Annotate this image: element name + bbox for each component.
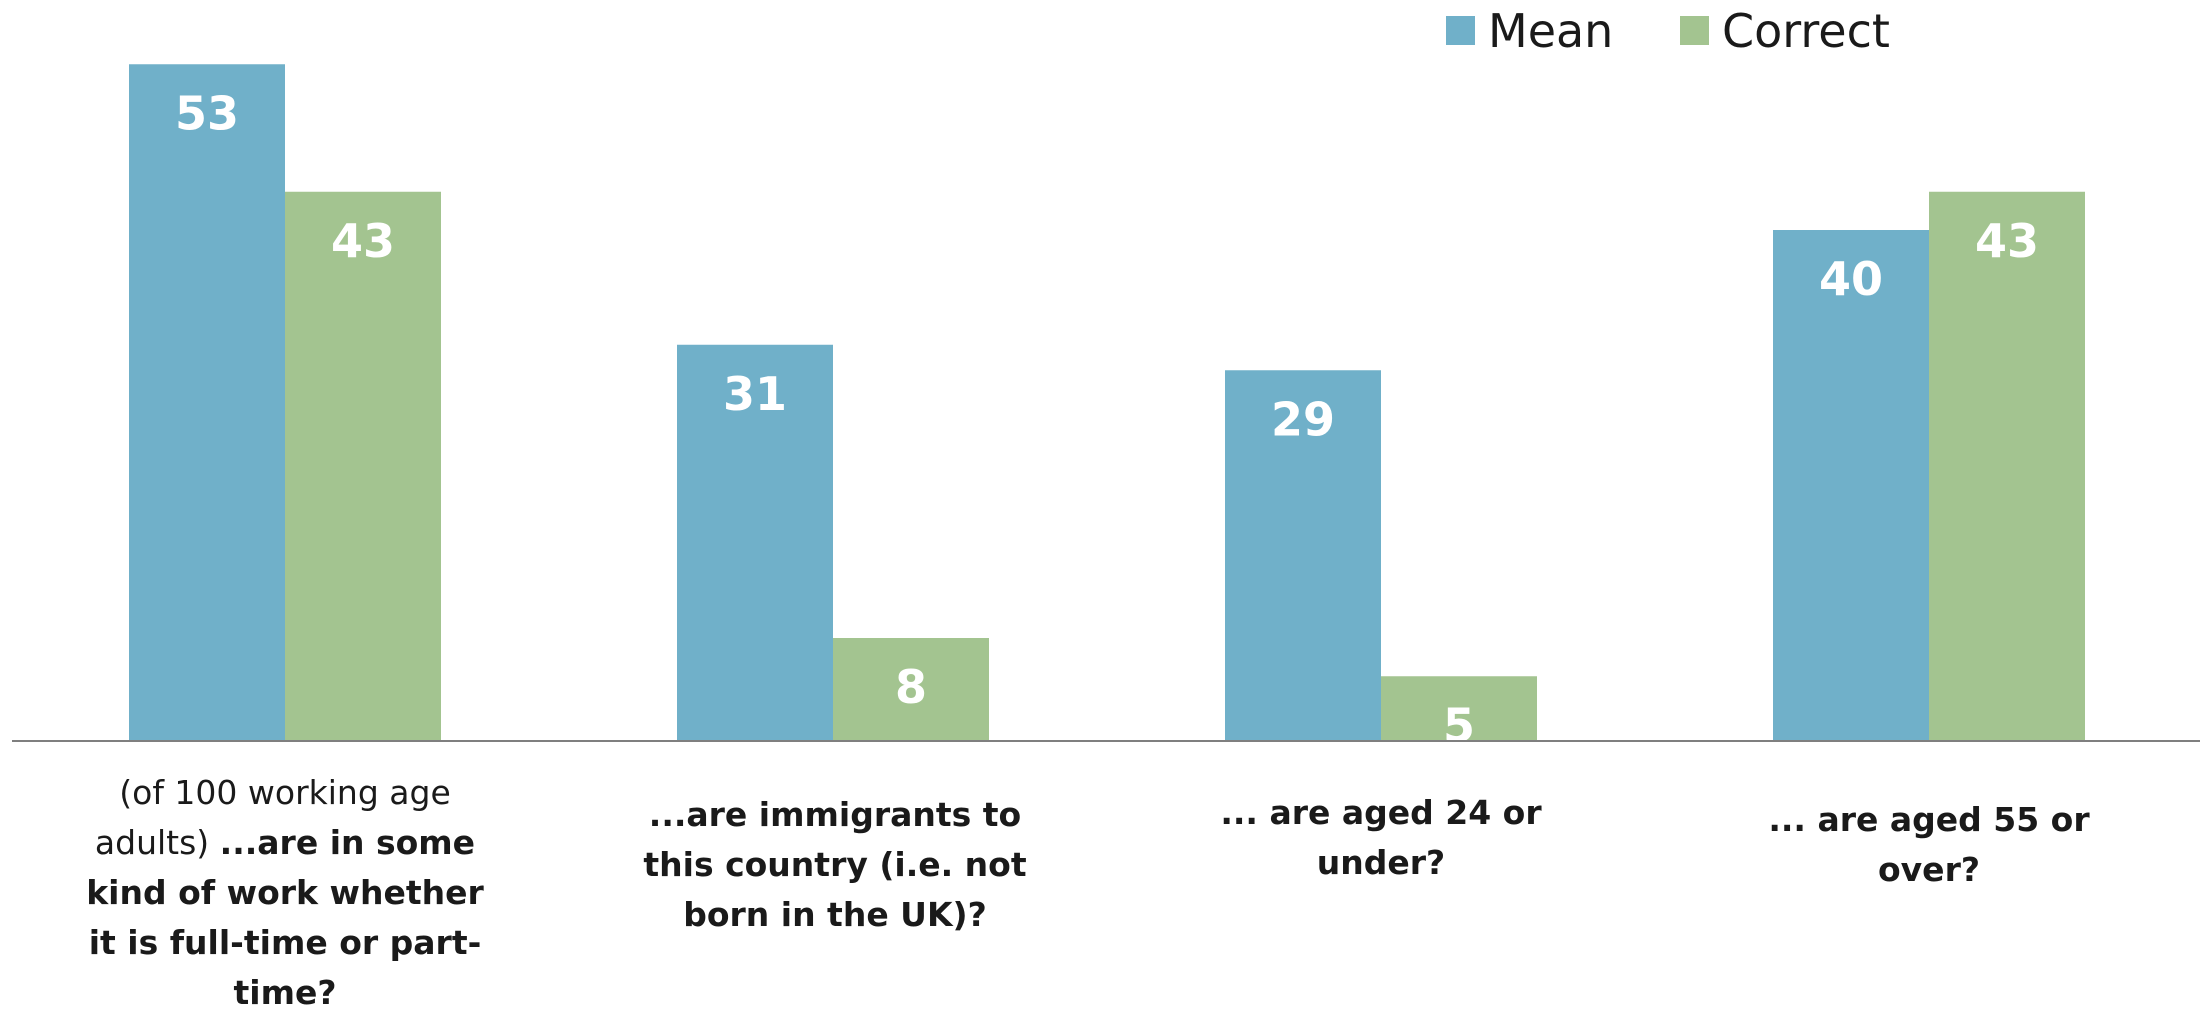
category-label-1: (of 100 working age adults) ...are in so…: [80, 768, 490, 1018]
legend-swatch-mean: [1446, 16, 1475, 45]
bar-correct-2: [833, 638, 989, 740]
data-label-correct-4: 43: [1975, 214, 2039, 268]
bar-correct-1: [285, 191, 441, 740]
data-label-mean-2: 31: [723, 367, 787, 421]
category-label-text: ... are aged 24 or under?: [1220, 793, 1542, 882]
legend-swatch-correct: [1680, 16, 1709, 45]
bar-mean-2: [677, 344, 833, 740]
bar-correct-4: [1929, 191, 2085, 740]
bar-correct-3: [1381, 676, 1537, 740]
data-label-mean-1: 53: [175, 86, 239, 140]
bar-mean-1: [129, 64, 285, 740]
data-label-mean-4: 40: [1819, 252, 1883, 306]
category-label-prefix: (of 100 working age adults): [94, 773, 451, 862]
data-label-correct-2: 8: [895, 660, 927, 714]
category-label-2: ...are immigrants to this country (i.e. …: [640, 790, 1030, 940]
category-label-text: ...are immigrants to this country (i.e. …: [643, 795, 1027, 934]
legend-label-correct: Correct: [1722, 4, 1890, 58]
category-label-text: ... are aged 55 or over?: [1768, 800, 2090, 889]
category-label-4: ... are aged 55 or over?: [1734, 795, 2124, 895]
legend-label-mean: Mean: [1488, 4, 1613, 58]
bar-mean-4: [1773, 230, 1929, 740]
data-label-correct-1: 43: [331, 214, 395, 268]
category-label-3: ... are aged 24 or under?: [1186, 788, 1576, 888]
bar-mean-3: [1225, 370, 1381, 740]
data-label-mean-3: 29: [1271, 392, 1335, 446]
data-label-correct-3: 5: [1443, 698, 1475, 752]
